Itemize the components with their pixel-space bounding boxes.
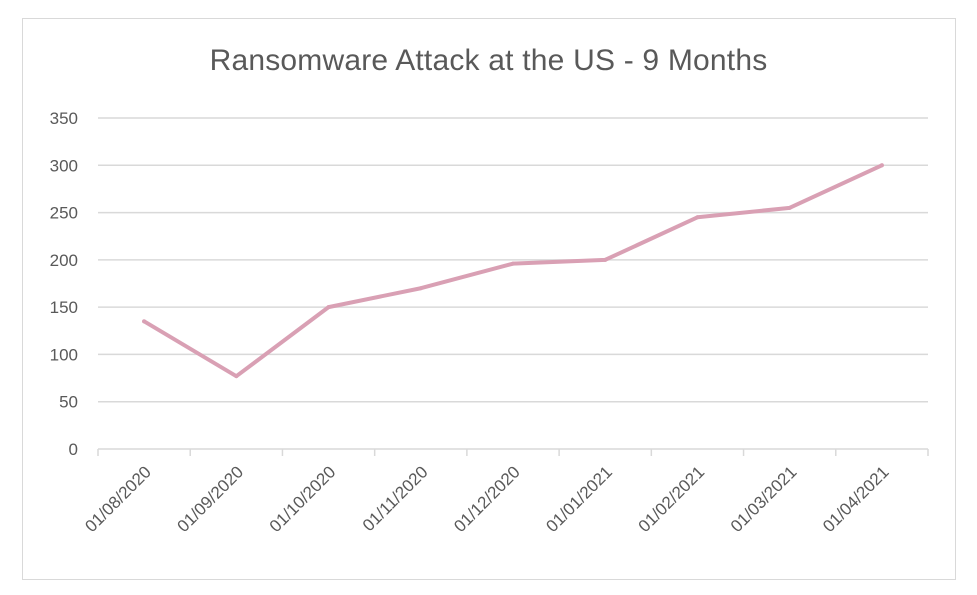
data-point [418, 286, 423, 291]
y-tick-label: 300 [50, 156, 78, 175]
x-axis-ticks: 01/08/2020 01/09/2020 01/10/2020 01/11/2020… [81, 462, 892, 536]
y-tick-label: 0 [69, 440, 78, 459]
data-point [879, 163, 884, 168]
x-tick-label: 01/11/2020 [359, 462, 432, 535]
x-tick-label: 01/10/2020 [266, 462, 340, 536]
y-tick-label: 200 [50, 251, 78, 270]
series-layer [142, 163, 884, 379]
data-point [603, 257, 608, 262]
x-tick-label: 01/12/2020 [450, 462, 524, 536]
data-point [511, 261, 515, 266]
x-axis [97, 448, 929, 456]
x-tick-label: 01/02/2021 [635, 462, 709, 536]
data-point [787, 205, 792, 210]
y-tick-label: 350 [50, 109, 78, 128]
x-tick-label: 01/08/2020 [81, 462, 155, 536]
x-tick-label: 01/03/2021 [727, 462, 801, 536]
data-point [326, 305, 331, 310]
data-point [142, 319, 147, 324]
data-point [695, 215, 700, 220]
y-tick-label: 150 [50, 298, 78, 317]
x-tick-label: 01/04/2021 [819, 462, 893, 536]
x-tick-label: 01/01/2021 [542, 462, 616, 536]
y-tick-label: 100 [50, 345, 78, 364]
gridlines [98, 117, 928, 403]
y-tick-label: 250 [50, 204, 78, 223]
chart-frame [22, 18, 956, 580]
chart-title: Ransomware Attack at the US - 9 Months [209, 44, 768, 77]
x-tick-label: 01/09/2020 [174, 462, 248, 536]
data-point [234, 374, 239, 379]
series-line [142, 163, 884, 379]
y-tick-label: 50 [59, 393, 78, 412]
y-axis-ticks: 0 50 100 150 200 250 300 350 [50, 109, 78, 459]
